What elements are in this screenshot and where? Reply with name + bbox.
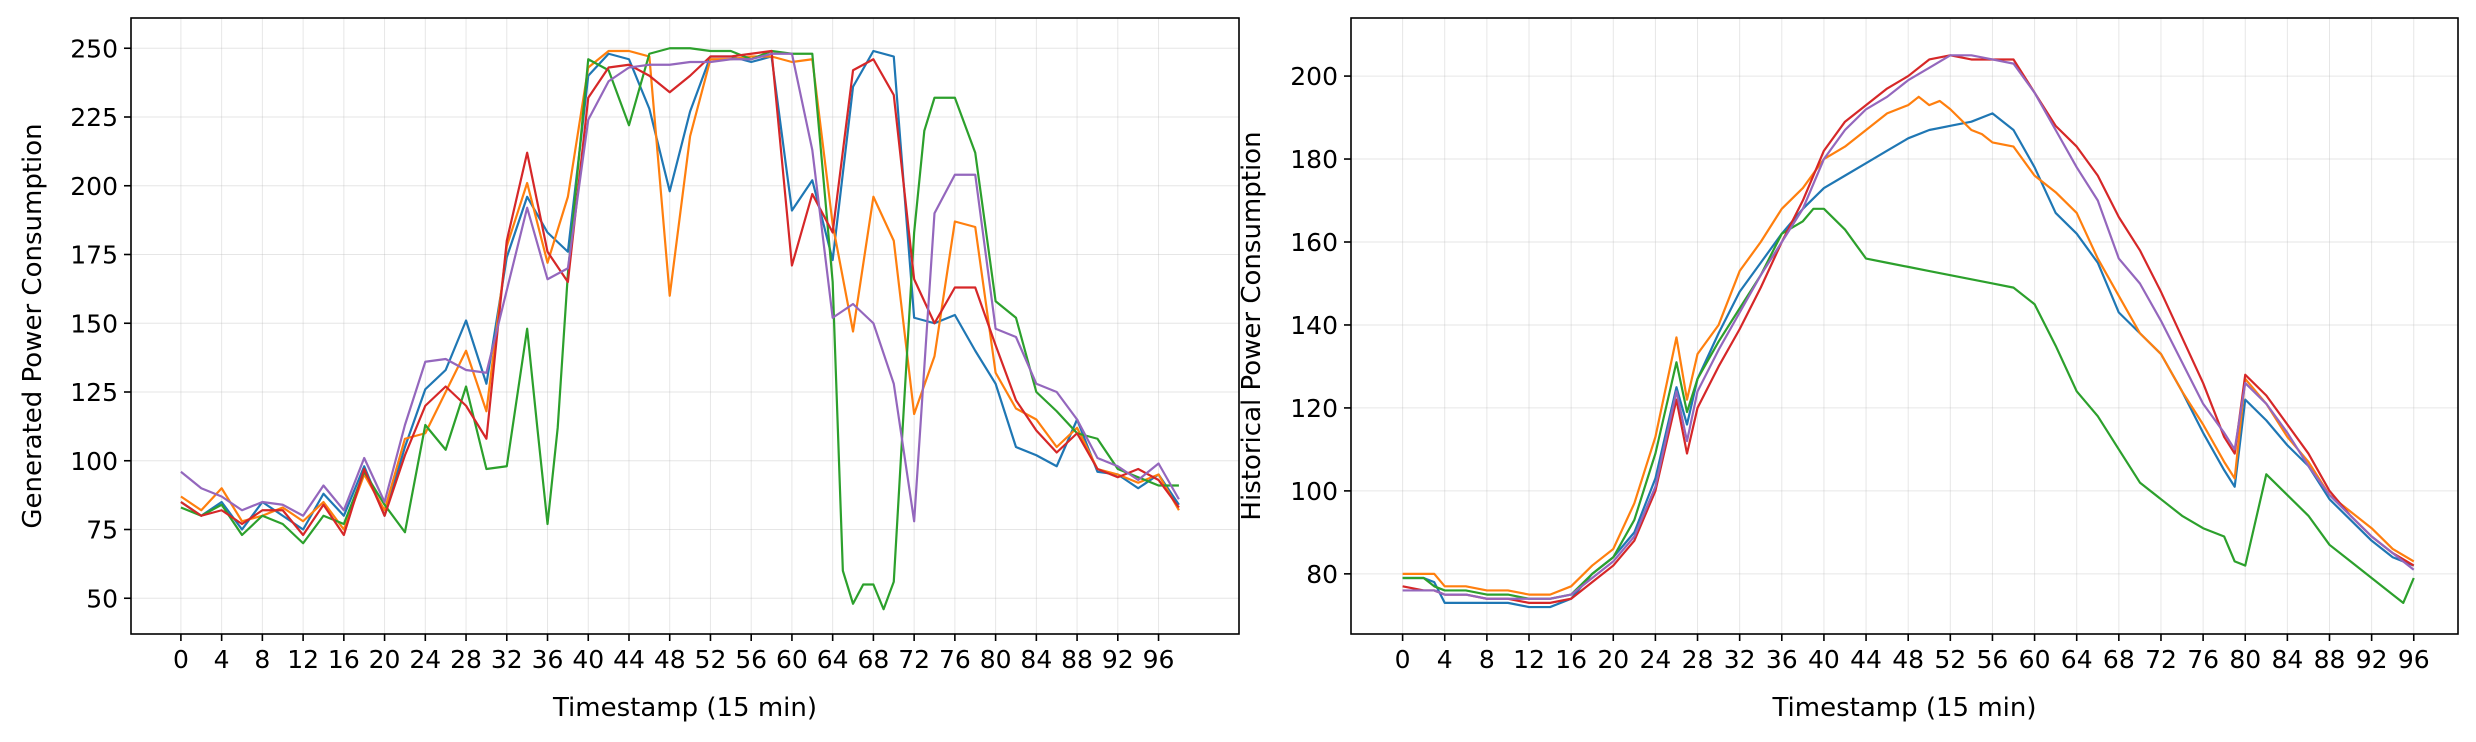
plot-frame [130, 17, 1240, 635]
x-tick-label: 76 [2187, 645, 2219, 674]
y-tick-label: 80 [1306, 560, 1338, 589]
x-tick-label: 32 [491, 645, 523, 674]
y-tick-label: 120 [1290, 394, 1338, 423]
y-tick-label: 100 [1290, 477, 1338, 506]
x-tick-label: 52 [695, 645, 727, 674]
x-tick-label: 44 [1850, 645, 1882, 674]
x-tick-label: 4 [214, 645, 230, 674]
x-tick-label: 68 [2103, 645, 2135, 674]
x-tick-label: 48 [1892, 645, 1924, 674]
y-tick-label: 200 [70, 172, 118, 201]
x-tick-label: 48 [654, 645, 686, 674]
x-tick-label: 8 [254, 645, 270, 674]
x-tick-label: 92 [1102, 645, 1134, 674]
x-tick-label: 40 [1808, 645, 1840, 674]
x-tick-label: 12 [1513, 645, 1545, 674]
x-tick-label: 20 [369, 645, 401, 674]
grid [131, 18, 1239, 634]
x-tick-label: 40 [572, 645, 604, 674]
grid [1351, 18, 2458, 634]
plot-frame [1350, 17, 2459, 635]
x-tick-label: 88 [2314, 645, 2346, 674]
x-tick-label: 92 [2356, 645, 2388, 674]
y-tick-label: 225 [70, 103, 118, 132]
y-tick-label: 200 [1290, 62, 1338, 91]
series-line-5 [1402, 54, 2415, 600]
y-tick-label: 75 [86, 516, 118, 545]
x-tick-label: 96 [1143, 645, 1175, 674]
x-tick-label: 72 [2145, 645, 2177, 674]
series-line-1 [180, 49, 1180, 531]
x-tick-label: 32 [1724, 645, 1756, 674]
x-tick-label: 56 [735, 645, 767, 674]
x-tick-label: 4 [1437, 645, 1453, 674]
y-tick-label: 180 [1290, 145, 1338, 174]
chart-2: 0 4 8 12 16 20 24 28 32 36 40 44 48 52 56 60 64 68 72 76 80 8… [1237, 17, 2459, 723]
x-tick-label: 56 [1977, 645, 2009, 674]
x-tick-label: 52 [1934, 645, 1966, 674]
series-group [1402, 54, 2415, 609]
x-tick-label: 76 [939, 645, 971, 674]
y-tick-label: 125 [70, 378, 118, 407]
x-tick-label: 80 [2229, 645, 2261, 674]
x-tick-label: 88 [1061, 645, 1093, 674]
x-tick-label: 16 [328, 645, 360, 674]
x-tick-label: 0 [173, 645, 189, 674]
y-tick-label: 50 [86, 584, 118, 613]
x-tick-label: 24 [409, 645, 441, 674]
x-tick-label: 64 [817, 645, 849, 674]
x-tick-label: 84 [2271, 645, 2303, 674]
x-tick-label: 72 [898, 645, 930, 674]
y-tick-label: 175 [70, 241, 118, 270]
x-tick-label: 80 [980, 645, 1012, 674]
x-tick-label: 60 [776, 645, 808, 674]
series-line-5 [180, 52, 1180, 523]
x-tick-label: 28 [1682, 645, 1714, 674]
chart-1: 0 4 8 12 16 20 24 28 32 36 40 44 48 52 56 60 64 68 72 76 80 8… [18, 17, 1240, 723]
y-axis-label: Generated Power Consumption [18, 123, 48, 528]
x-tick-label: 44 [613, 645, 645, 674]
x-axis-label: Timestamp (15 min) [1771, 693, 2036, 723]
x-tick-label: 16 [1555, 645, 1587, 674]
x-tick-label: 96 [2398, 645, 2430, 674]
series-line-2 [180, 49, 1180, 531]
x-tick-label: 84 [1020, 645, 1052, 674]
series-line-3 [180, 47, 1179, 611]
y-tick-label: 160 [1290, 228, 1338, 257]
y-tick-label: 150 [70, 309, 118, 338]
y-tick-label: 100 [70, 447, 118, 476]
y-tick-label: 250 [70, 34, 118, 63]
x-tick-label: 24 [1639, 645, 1671, 674]
y-tick-label: 140 [1290, 311, 1338, 340]
y-axis-label: Historical Power Consumption [1237, 131, 1267, 520]
x-tick-label: 36 [532, 645, 564, 674]
series-line-4 [180, 49, 1180, 537]
x-tick-label: 20 [1597, 645, 1629, 674]
x-tick-label: 60 [2019, 645, 2051, 674]
x-tick-label: 36 [1766, 645, 1798, 674]
x-tick-label: 68 [857, 645, 889, 674]
series-line-2 [1402, 95, 2415, 596]
series-group [180, 47, 1180, 611]
x-tick-label: 8 [1479, 645, 1495, 674]
x-tick-label: 0 [1395, 645, 1411, 674]
x-axis-label: Timestamp (15 min) [552, 693, 817, 723]
x-tick-label: 28 [450, 645, 482, 674]
x-tick-label: 12 [287, 645, 319, 674]
series-line-1 [1402, 112, 2415, 609]
x-tick-label: 64 [2061, 645, 2093, 674]
